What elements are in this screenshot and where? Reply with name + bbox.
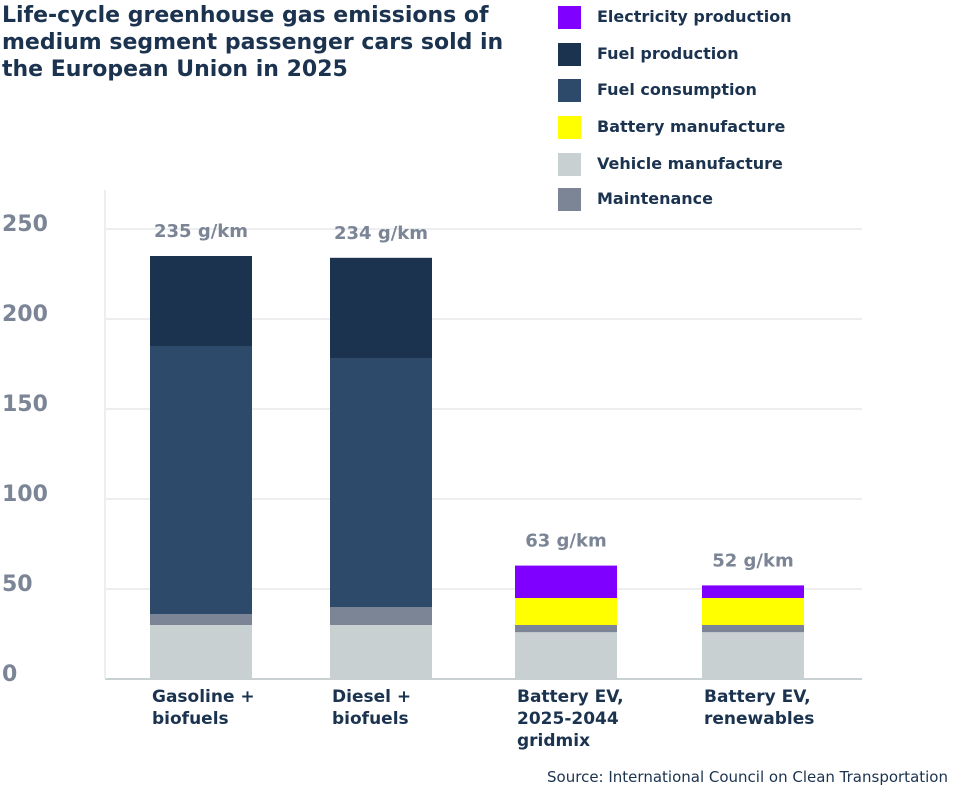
legend-label: Electricity production [597,7,792,26]
bar-segment [515,565,617,598]
legend-swatch [558,116,581,139]
legend-label: Fuel consumption [597,80,757,99]
bar-segment [330,358,432,607]
bar-segment [150,614,252,625]
bar-segment [702,598,804,625]
bar-segment [150,625,252,679]
bar-segment [150,256,252,346]
bar-segment [330,625,432,679]
x-tick-label: Battery EV, 2025-2044 gridmix [517,687,624,751]
legend-label: Fuel production [597,44,739,63]
legend-label: Maintenance [597,189,714,208]
x-tick-label: Gasoline + biofuels [152,687,255,729]
x-tick-label: Diesel + biofuels [332,687,412,729]
chart-title: Life-cycle greenhouse gas emissions of m… [2,3,504,82]
legend-swatch [558,188,581,211]
legend-swatch [558,79,581,102]
source: Source: International Council on Clean T… [547,768,948,786]
bar-segment [702,625,804,633]
legend-swatch [558,6,581,29]
y-tick-label: 150 [2,392,48,417]
bar-segment [150,346,252,615]
bar-segment [330,607,432,625]
legend-swatch [558,43,581,66]
bar-segment [515,632,617,679]
y-tick-label: 250 [2,212,48,237]
bar-segment [515,625,617,633]
x-tick-label: Battery EV, renewables [704,687,815,729]
total-label: 63 g/km [525,531,607,552]
total-label: 234 g/km [334,223,428,244]
legend-label: Vehicle manufacture [597,154,783,173]
total-label: 235 g/km [154,221,248,242]
bar-segment [330,257,432,359]
bar-segment [515,598,617,625]
bar-segment [702,585,804,598]
total-label: 52 g/km [712,550,794,571]
bar-segment [702,632,804,679]
legend-swatch [558,153,581,176]
y-tick-label: 100 [2,482,48,507]
y-tick-label: 0 [2,662,17,687]
legend-label: Battery manufacture [597,117,786,136]
y-tick-label: 200 [2,302,48,327]
y-tick-label: 50 [2,572,33,597]
